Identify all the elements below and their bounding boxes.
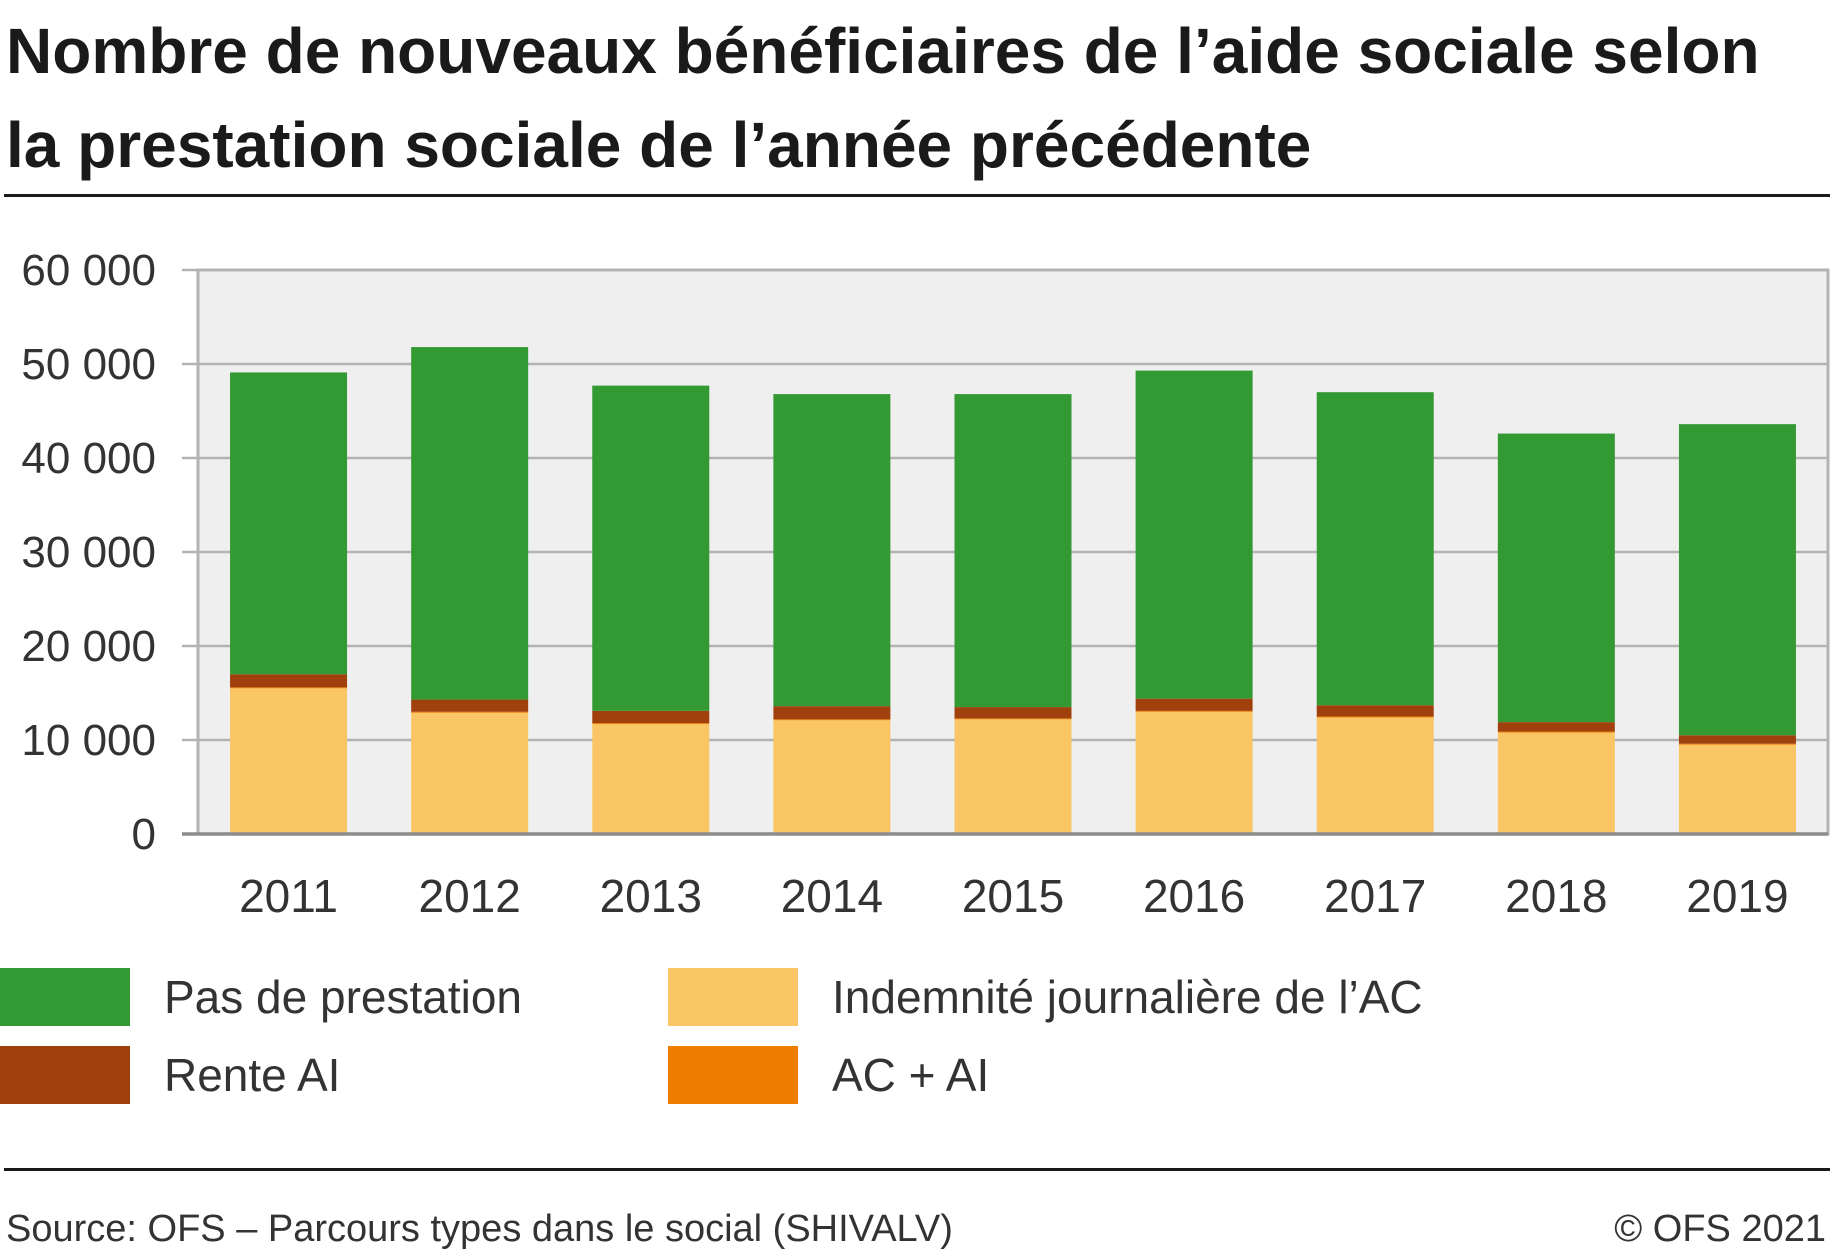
bar-segment — [1135, 698, 1253, 711]
x-tick-label: 2012 — [418, 870, 520, 922]
bar-segment — [230, 674, 348, 688]
x-tick-label: 2018 — [1505, 870, 1607, 922]
bar-segment — [592, 724, 710, 834]
x-tick-label: 2017 — [1324, 870, 1426, 922]
bar-segment — [1135, 370, 1253, 699]
bar-segment — [1678, 744, 1796, 834]
bar-segment — [1497, 732, 1615, 834]
bar-segment — [1316, 716, 1434, 718]
bar-segment — [1678, 743, 1796, 745]
bar-segment — [1316, 705, 1434, 717]
legend-label: Pas de prestation — [164, 971, 523, 1023]
bar-segment — [1678, 424, 1796, 736]
bar-segment — [773, 720, 891, 834]
chart-title: Nombre de nouveaux bénéficiaires de l’ai… — [6, 15, 1760, 181]
bar-segment — [230, 688, 348, 834]
legend-item-indemnite-ac: Indemnité journalière de l’AC — [668, 966, 1423, 1028]
source-note: Source: OFS – Parcours types dans le soc… — [6, 1208, 953, 1250]
legend-swatch — [0, 968, 130, 1026]
x-tick-label: 2016 — [1143, 870, 1245, 922]
x-tick-label: 2019 — [1686, 870, 1788, 922]
bar-segment — [411, 712, 529, 834]
bar-segment — [954, 394, 1072, 708]
bar-segment — [1497, 433, 1615, 723]
x-tick-label: 2013 — [600, 870, 702, 922]
bar-segment — [1497, 722, 1615, 732]
legend-item-rente-ai: Rente AI — [0, 1044, 340, 1106]
y-tick-label: 50 000 — [21, 340, 156, 389]
bars — [230, 347, 1796, 834]
bar-segment — [592, 710, 710, 724]
bar-segment — [1497, 731, 1615, 733]
legend-swatch — [668, 968, 798, 1026]
legend-item-pas-de-prestation: Pas de prestation — [0, 966, 522, 1028]
footer-divider — [4, 1168, 1830, 1171]
x-tick-label: 2011 — [239, 870, 338, 922]
stacked-bar-chart: 0 10 000 20 000 30 000 40 000 50 000 60 000 20… — [21, 246, 1830, 922]
legend-swatch — [668, 1046, 798, 1104]
bar-segment — [230, 372, 348, 675]
bar-segment — [411, 699, 529, 712]
legend-swatch — [0, 1046, 130, 1104]
y-tick-label: 0 — [132, 810, 156, 859]
bar-segment — [230, 687, 348, 689]
y-tick-label: 20 000 — [21, 622, 156, 671]
bar-segment — [592, 723, 710, 725]
bar-segment — [592, 385, 710, 711]
bar-segment — [773, 719, 891, 721]
x-tick-label: 2014 — [781, 870, 883, 922]
bar-segment — [411, 711, 529, 713]
bar-segment — [1316, 717, 1434, 834]
y-tick-label: 40 000 — [21, 434, 156, 483]
y-tick-label: 10 000 — [21, 716, 156, 765]
bar-segment — [773, 706, 891, 720]
bar-segment — [954, 719, 1072, 834]
bar-segment — [773, 394, 891, 707]
legend-label: AC + AI — [832, 1049, 990, 1101]
x-tick-label: 2015 — [962, 870, 1064, 922]
legend: Pas de prestation Indemnité journalière … — [0, 962, 1834, 1112]
bar-segment — [411, 347, 529, 700]
bar-segment — [1135, 710, 1253, 712]
title-divider — [4, 194, 1830, 197]
legend-item-ac-ai: AC + AI — [668, 1044, 989, 1106]
x-axis-tick-labels: 2011 2012 2013 2014 2015 2016 2017 2018 2019 — [239, 870, 1789, 922]
bar-segment — [954, 718, 1072, 720]
plot-frame — [182, 268, 1830, 836]
bar-segment — [1135, 711, 1253, 834]
bar-segment — [1316, 392, 1434, 706]
y-tick-label: 30 000 — [21, 528, 156, 577]
y-axis-tick-labels: 0 10 000 20 000 30 000 40 000 50 000 60 000 — [21, 246, 156, 859]
y-tick-label: 60 000 — [21, 246, 156, 295]
legend-label: Rente AI — [164, 1049, 341, 1101]
bar-segment — [1678, 735, 1796, 744]
copyright-note: © OFS 2021 — [1614, 1208, 1826, 1250]
legend-label: Indemnité journalière de l’AC — [832, 971, 1423, 1023]
bar-segment — [954, 707, 1072, 719]
